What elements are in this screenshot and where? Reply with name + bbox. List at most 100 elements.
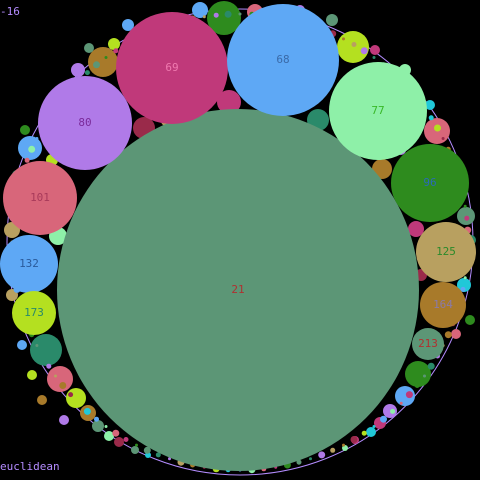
filler-circle bbox=[59, 415, 69, 425]
filler-circle bbox=[428, 115, 434, 121]
filler-circle bbox=[463, 204, 467, 208]
filler-circle bbox=[408, 221, 424, 237]
filler-circle bbox=[350, 436, 358, 443]
filler-circle bbox=[66, 388, 86, 408]
filler-circle bbox=[113, 48, 119, 54]
filler-circle bbox=[20, 125, 30, 135]
circle-label-213: 213 bbox=[418, 337, 438, 350]
circle-132 bbox=[0, 235, 58, 293]
corner-top-label: -16 bbox=[0, 5, 20, 18]
circle-101 bbox=[3, 161, 77, 235]
filler-circle bbox=[135, 443, 138, 447]
filler-circle bbox=[143, 446, 151, 454]
filler-circle bbox=[123, 437, 129, 442]
filler-circle bbox=[326, 14, 338, 26]
circle-125 bbox=[416, 222, 476, 282]
circle-164 bbox=[420, 282, 466, 328]
filler-circle bbox=[35, 344, 39, 347]
filler-circle bbox=[168, 457, 171, 461]
filler-circle bbox=[108, 38, 120, 50]
filler-circle bbox=[30, 334, 62, 366]
filler-circle bbox=[54, 374, 57, 378]
circle-label-21: 21 bbox=[231, 283, 244, 296]
filler-circle bbox=[465, 315, 475, 325]
circle-label-173: 173 bbox=[24, 306, 44, 319]
filler-circle bbox=[28, 145, 36, 153]
filler-circle bbox=[94, 416, 99, 422]
filler-circle bbox=[104, 431, 114, 441]
filler-circle bbox=[114, 437, 124, 447]
filler-circle bbox=[112, 429, 120, 437]
circle-173 bbox=[12, 291, 56, 335]
filler-circle bbox=[84, 43, 94, 53]
circle-label-80: 80 bbox=[78, 116, 91, 129]
filler-circle bbox=[224, 10, 232, 18]
filler-circle bbox=[395, 386, 415, 406]
filler-circle bbox=[370, 45, 380, 55]
circle-77 bbox=[329, 62, 427, 160]
filler-circle bbox=[342, 37, 345, 41]
filler-circle bbox=[366, 427, 376, 437]
filler-circle bbox=[361, 430, 367, 436]
filler-circle bbox=[84, 70, 90, 76]
filler-circle bbox=[309, 457, 312, 461]
filler-circle bbox=[451, 329, 461, 339]
filler-circle bbox=[93, 61, 100, 69]
circle-21 bbox=[57, 109, 419, 471]
filler-circle bbox=[444, 331, 452, 339]
corner-bottom-label: euclidean bbox=[0, 460, 60, 473]
filler-circle bbox=[441, 137, 445, 140]
filler-circle bbox=[360, 47, 368, 55]
filler-circle bbox=[71, 63, 85, 77]
filler-circle bbox=[390, 408, 396, 414]
filler-circle bbox=[414, 383, 420, 388]
filler-circle bbox=[88, 47, 118, 77]
labeled-circles: 21 69 68 77 80 96 101 125 132 164 173 213 bbox=[0, 4, 476, 471]
filler-circle bbox=[425, 100, 435, 110]
circle-213 bbox=[412, 328, 444, 360]
filler-circle bbox=[372, 56, 376, 59]
circle-label-68: 68 bbox=[276, 53, 289, 66]
filler-circle bbox=[37, 395, 47, 405]
circle-68 bbox=[227, 4, 339, 116]
filler-circle bbox=[59, 382, 67, 389]
filler-circle bbox=[372, 425, 376, 428]
filler-circle bbox=[337, 31, 369, 63]
filler-circle bbox=[463, 276, 467, 280]
filler-circle bbox=[318, 451, 326, 459]
filler-circle bbox=[383, 404, 397, 418]
filler-circle bbox=[296, 459, 302, 465]
filler-circle bbox=[460, 286, 466, 292]
circle-69 bbox=[116, 12, 228, 124]
filler-circle bbox=[35, 137, 39, 140]
filler-circle bbox=[380, 415, 387, 423]
filler-circle bbox=[39, 352, 46, 360]
circle-label-132: 132 bbox=[19, 257, 39, 270]
filler-circle bbox=[405, 361, 431, 387]
filler-circle bbox=[122, 19, 134, 31]
filler-circle bbox=[27, 370, 37, 380]
filler-circle bbox=[77, 401, 81, 405]
filler-circle bbox=[372, 159, 392, 179]
filler-circle bbox=[47, 366, 73, 392]
filler-circle bbox=[46, 363, 52, 369]
circle-80 bbox=[38, 76, 132, 170]
circle-label-69: 69 bbox=[165, 61, 178, 74]
filler-circle bbox=[399, 401, 403, 405]
filler-circle bbox=[9, 227, 15, 233]
circle-label-96: 96 bbox=[423, 176, 436, 189]
filler-circle bbox=[17, 340, 27, 350]
filler-circle bbox=[213, 12, 219, 18]
circle-label-164: 164 bbox=[433, 298, 453, 311]
circle-label-77: 77 bbox=[371, 104, 384, 117]
circle-96 bbox=[391, 144, 469, 222]
filler-circle bbox=[342, 443, 345, 447]
filler-circle bbox=[192, 2, 208, 18]
filler-circle bbox=[104, 56, 108, 59]
filler-circle bbox=[217, 90, 241, 114]
filler-circle bbox=[427, 362, 435, 370]
circle-label-101: 101 bbox=[30, 191, 50, 204]
filler-circle bbox=[464, 215, 470, 221]
filler-circle bbox=[330, 447, 336, 453]
